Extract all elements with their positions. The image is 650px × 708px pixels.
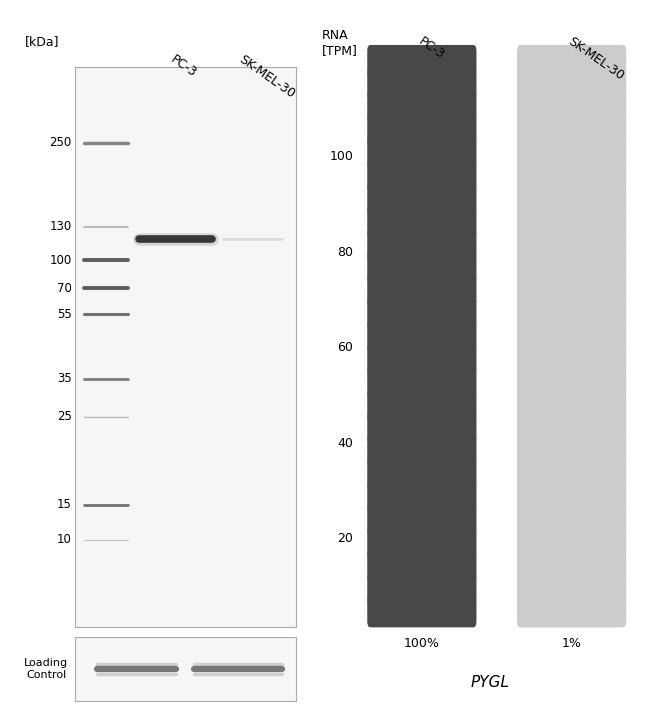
FancyBboxPatch shape: [517, 68, 626, 100]
Text: 35: 35: [57, 372, 72, 385]
Text: 25: 25: [57, 411, 72, 423]
Text: 130: 130: [49, 220, 72, 233]
Text: 60: 60: [337, 341, 353, 354]
FancyBboxPatch shape: [367, 549, 476, 581]
FancyBboxPatch shape: [367, 481, 476, 513]
Text: SK-MEL-30: SK-MEL-30: [236, 53, 297, 101]
Text: 70: 70: [57, 282, 72, 295]
Text: 100: 100: [49, 253, 72, 267]
FancyBboxPatch shape: [517, 251, 626, 283]
Text: RNA
[TPM]: RNA [TPM]: [322, 29, 358, 57]
FancyBboxPatch shape: [367, 435, 476, 467]
FancyBboxPatch shape: [367, 389, 476, 421]
Text: 100%: 100%: [404, 637, 440, 650]
FancyBboxPatch shape: [367, 458, 476, 490]
FancyBboxPatch shape: [367, 251, 476, 283]
FancyBboxPatch shape: [517, 320, 626, 352]
Text: PC-3: PC-3: [415, 34, 447, 62]
FancyBboxPatch shape: [517, 275, 626, 307]
FancyBboxPatch shape: [517, 45, 626, 76]
FancyBboxPatch shape: [367, 229, 476, 261]
FancyBboxPatch shape: [367, 595, 476, 627]
Text: Low: Low: [227, 652, 254, 665]
Text: 15: 15: [57, 498, 72, 511]
FancyBboxPatch shape: [517, 343, 626, 375]
FancyBboxPatch shape: [367, 205, 476, 237]
FancyBboxPatch shape: [517, 297, 626, 329]
FancyBboxPatch shape: [367, 573, 476, 605]
FancyBboxPatch shape: [517, 481, 626, 513]
FancyBboxPatch shape: [517, 595, 626, 627]
FancyBboxPatch shape: [367, 91, 476, 122]
Text: 10: 10: [57, 533, 72, 547]
Text: 250: 250: [49, 136, 72, 149]
FancyBboxPatch shape: [517, 389, 626, 421]
FancyBboxPatch shape: [367, 504, 476, 535]
FancyBboxPatch shape: [367, 183, 476, 215]
Text: High: High: [148, 652, 179, 665]
Text: PC-3: PC-3: [168, 53, 198, 80]
FancyBboxPatch shape: [517, 573, 626, 605]
FancyBboxPatch shape: [517, 91, 626, 122]
FancyBboxPatch shape: [367, 412, 476, 444]
Text: SK-MEL-30: SK-MEL-30: [566, 34, 626, 82]
FancyBboxPatch shape: [517, 114, 626, 146]
Text: 100: 100: [330, 150, 353, 163]
FancyBboxPatch shape: [367, 114, 476, 146]
Text: 1%: 1%: [562, 637, 582, 650]
Text: [kDa]: [kDa]: [25, 35, 60, 47]
FancyBboxPatch shape: [367, 45, 476, 76]
Text: 55: 55: [57, 308, 72, 321]
Text: Loading
Control: Loading Control: [24, 658, 68, 680]
FancyBboxPatch shape: [517, 205, 626, 237]
FancyBboxPatch shape: [367, 68, 476, 100]
Text: 20: 20: [337, 532, 353, 545]
FancyBboxPatch shape: [367, 343, 476, 375]
FancyBboxPatch shape: [517, 412, 626, 444]
FancyBboxPatch shape: [517, 183, 626, 215]
FancyBboxPatch shape: [517, 229, 626, 261]
FancyBboxPatch shape: [367, 320, 476, 352]
FancyBboxPatch shape: [367, 160, 476, 191]
Text: 80: 80: [337, 246, 353, 258]
FancyBboxPatch shape: [517, 160, 626, 191]
FancyBboxPatch shape: [367, 137, 476, 169]
Text: PYGL: PYGL: [471, 675, 510, 690]
FancyBboxPatch shape: [517, 366, 626, 398]
FancyBboxPatch shape: [517, 549, 626, 581]
FancyBboxPatch shape: [367, 366, 476, 398]
FancyBboxPatch shape: [517, 458, 626, 490]
FancyBboxPatch shape: [367, 527, 476, 559]
FancyBboxPatch shape: [517, 137, 626, 169]
FancyBboxPatch shape: [517, 504, 626, 535]
Text: 40: 40: [337, 437, 353, 450]
FancyBboxPatch shape: [367, 275, 476, 307]
FancyBboxPatch shape: [517, 527, 626, 559]
FancyBboxPatch shape: [517, 435, 626, 467]
FancyBboxPatch shape: [367, 297, 476, 329]
